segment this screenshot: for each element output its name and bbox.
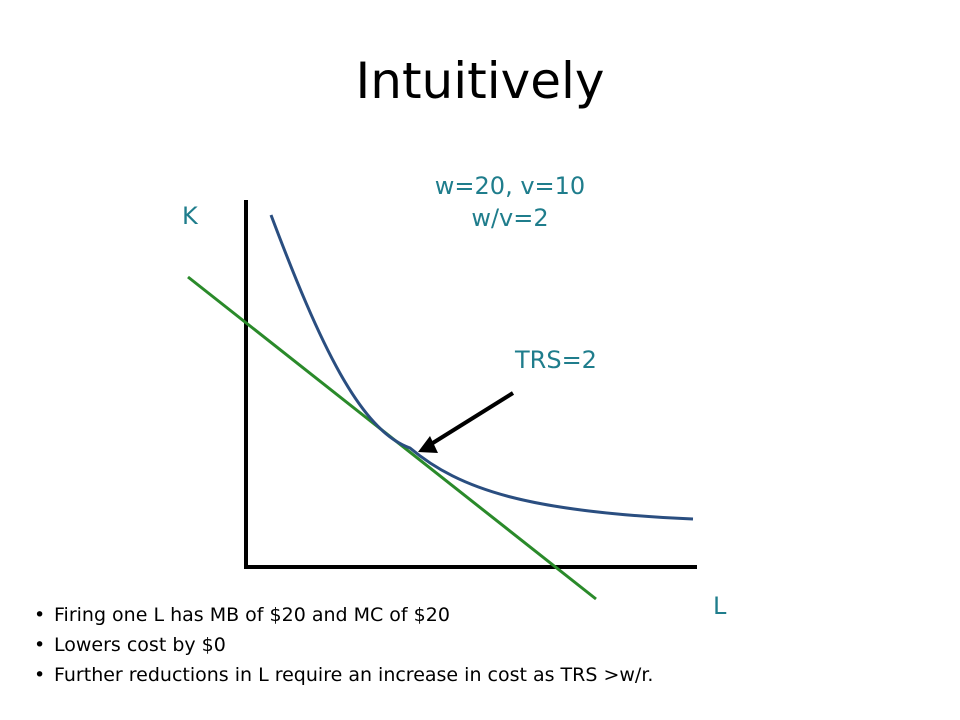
tangency-arrowhead: [418, 436, 438, 453]
prices-label: w=20, v=10: [434, 172, 586, 200]
bullet-item: Further reductions in L require an incre…: [34, 666, 653, 686]
price-ratio-annotation: w=20, v=10 w/v=2: [420, 170, 600, 234]
l-axis-label: L: [713, 592, 727, 620]
slide-title: Intuitively: [355, 52, 605, 110]
tangency-arrow: [426, 391, 515, 448]
trs-label: TRS=2: [515, 346, 597, 374]
k-axis-label: K: [182, 202, 198, 230]
bullet-list: Firing one L has MB of $20 and MC of $20…: [34, 606, 653, 696]
isoquant-curve: [269, 214, 694, 521]
bullet-item: Lowers cost by $0: [34, 636, 653, 656]
price-ratio-label: w/v=2: [471, 204, 549, 232]
bullet-item: Firing one L has MB of $20 and MC of $20: [34, 606, 653, 626]
